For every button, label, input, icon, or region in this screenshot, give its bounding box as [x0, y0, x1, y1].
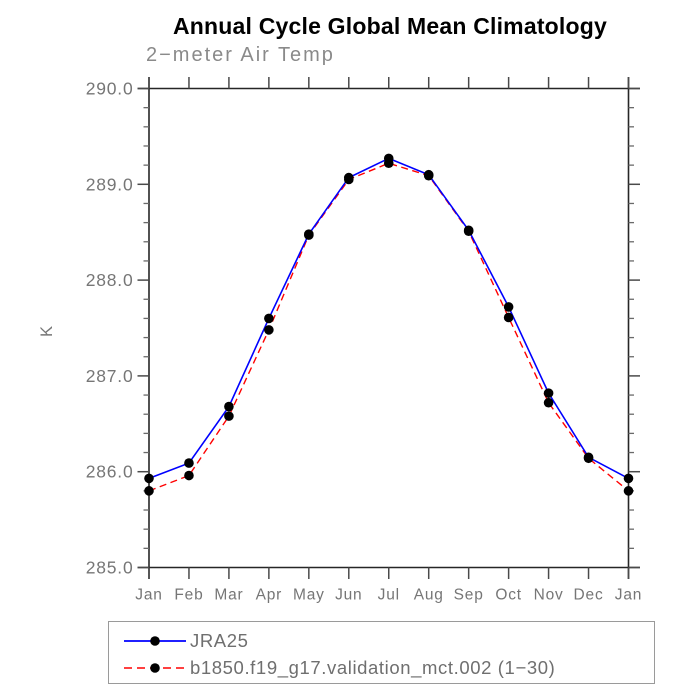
svg-text:286.0: 286.0 [86, 462, 134, 482]
svg-text:Jun: Jun [335, 587, 362, 604]
svg-text:Dec: Dec [574, 587, 604, 604]
svg-text:Sep: Sep [454, 587, 484, 604]
svg-text:Oct: Oct [495, 587, 522, 604]
svg-text:288.0: 288.0 [86, 270, 134, 290]
svg-text:Apr: Apr [256, 587, 283, 604]
svg-text:285.0: 285.0 [86, 558, 134, 578]
svg-text:K: K [38, 325, 56, 337]
svg-text:Feb: Feb [174, 587, 203, 604]
svg-text:289.0: 289.0 [86, 174, 134, 194]
solid-line-marker-icon [124, 635, 186, 646]
legend: JRA25 b1850.f19_g17.validation_mct.002 (… [108, 621, 655, 684]
legend-item-b1850: b1850.f19_g17.validation_mct.002 (1−30) [109, 654, 654, 681]
chart-title: Annual Cycle Global Mean Climatology [172, 13, 608, 39]
legend-label-jra25: JRA25 [190, 629, 249, 651]
svg-text:Jan: Jan [135, 587, 162, 604]
svg-text:Nov: Nov [534, 587, 564, 604]
dashed-line-marker-icon [124, 662, 186, 673]
legend-label-b1850: b1850.f19_g17.validation_mct.002 (1−30) [190, 656, 556, 678]
svg-text:Mar: Mar [214, 587, 243, 604]
svg-text:Jul: Jul [378, 587, 400, 604]
svg-text:May: May [293, 587, 325, 604]
svg-text:287.0: 287.0 [86, 366, 134, 386]
svg-text:290.0: 290.0 [86, 79, 134, 99]
svg-text:Jan: Jan [615, 587, 642, 604]
legend-item-jra25: JRA25 [109, 627, 654, 654]
chart-subtitle: 2−meter Air Temp [146, 44, 335, 66]
svg-text:Aug: Aug [414, 587, 444, 604]
